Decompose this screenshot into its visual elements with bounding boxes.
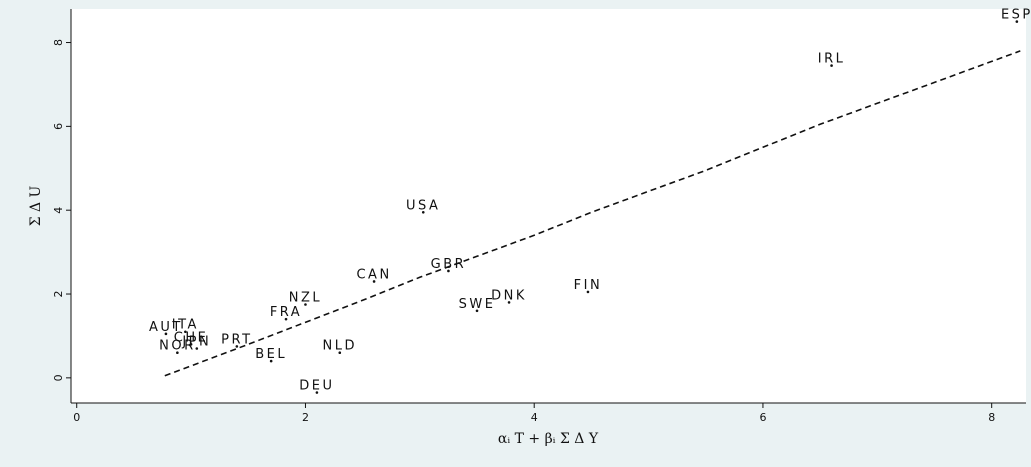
fit-line-layer (164, 50, 1021, 377)
data-point: FRA (270, 305, 302, 321)
point-label: JPN (181, 335, 211, 350)
data-point: PRT (221, 332, 252, 348)
point-label: PRT (221, 332, 252, 347)
point-marker (475, 309, 479, 313)
data-point: JPN (181, 335, 211, 350)
data-point: NLD (323, 339, 357, 355)
point-marker (421, 210, 425, 214)
data-point: CAN (356, 267, 391, 283)
y-tick-label: 2 (52, 291, 65, 298)
point-marker (372, 280, 376, 283)
point-marker (1015, 20, 1019, 23)
y-tick-label: 6 (52, 123, 65, 130)
data-point: DEU (299, 379, 334, 394)
point-label: IRL (818, 52, 846, 67)
point-label: AUT (149, 320, 183, 335)
y-tick-label: 0 (52, 374, 65, 381)
fit-line (164, 50, 1021, 377)
point-label: CAN (356, 267, 391, 282)
point-marker (164, 332, 168, 336)
point-label: BEL (255, 347, 287, 362)
point-label: DNK (491, 288, 527, 303)
data-point: AUT (149, 320, 183, 336)
point-marker (447, 269, 450, 273)
point-marker (269, 359, 273, 363)
data-point: BEL (255, 347, 287, 363)
y-tick-label: 4 (52, 207, 65, 214)
data-point: ESP (1001, 8, 1031, 23)
point-label: SWE (459, 297, 496, 312)
data-point: NOR (159, 339, 196, 355)
data-point: CHE (174, 330, 209, 346)
point-marker (195, 347, 199, 350)
point-marker (304, 303, 307, 306)
data-point: IRL (818, 52, 846, 67)
point-marker (184, 330, 187, 334)
y-ticks: 0 2 4 6 8 (52, 39, 71, 381)
point-label: NLD (323, 339, 357, 354)
point-label: NZL (289, 291, 322, 306)
point-label: DEU (299, 379, 334, 394)
data-point: NZL (289, 291, 322, 306)
point-label: ITA (172, 318, 199, 333)
y-tick-label: 8 (52, 39, 65, 46)
plot-area (71, 9, 1026, 403)
data-point: ITA (172, 318, 199, 334)
point-label: FRA (270, 305, 302, 320)
x-axis-title: αᵢ T + βᵢ Σ Δ Y (498, 431, 599, 447)
x-tick-label: 6 (759, 411, 766, 424)
point-marker (235, 345, 239, 348)
data-point: FIN (574, 278, 603, 294)
point-marker (189, 343, 193, 346)
point-marker (830, 64, 833, 67)
y-axis-title: Σ Δ U (28, 185, 44, 226)
point-marker (176, 351, 179, 355)
point-label: CHE (174, 330, 209, 345)
point-marker (507, 301, 511, 304)
point-label: USA (406, 198, 440, 213)
x-tick-label: 8 (988, 411, 995, 424)
point-marker (338, 351, 342, 355)
x-ticks: 0 2 4 6 8 (73, 403, 995, 424)
point-label: NOR (159, 339, 196, 354)
x-tick-label: 4 (531, 411, 538, 424)
x-tick-label: 2 (302, 411, 309, 424)
point-marker (315, 391, 319, 394)
data-point: SWE (459, 297, 496, 313)
data-point: USA (406, 198, 440, 214)
data-point: GBR (431, 257, 467, 273)
point-label: ESP (1001, 8, 1031, 23)
point-marker (586, 290, 590, 294)
point-marker (284, 317, 288, 321)
point-label: GBR (431, 257, 467, 272)
point-label: FIN (574, 278, 603, 293)
x-tick-label: 0 (73, 411, 80, 424)
data-point: DNK (491, 288, 527, 304)
